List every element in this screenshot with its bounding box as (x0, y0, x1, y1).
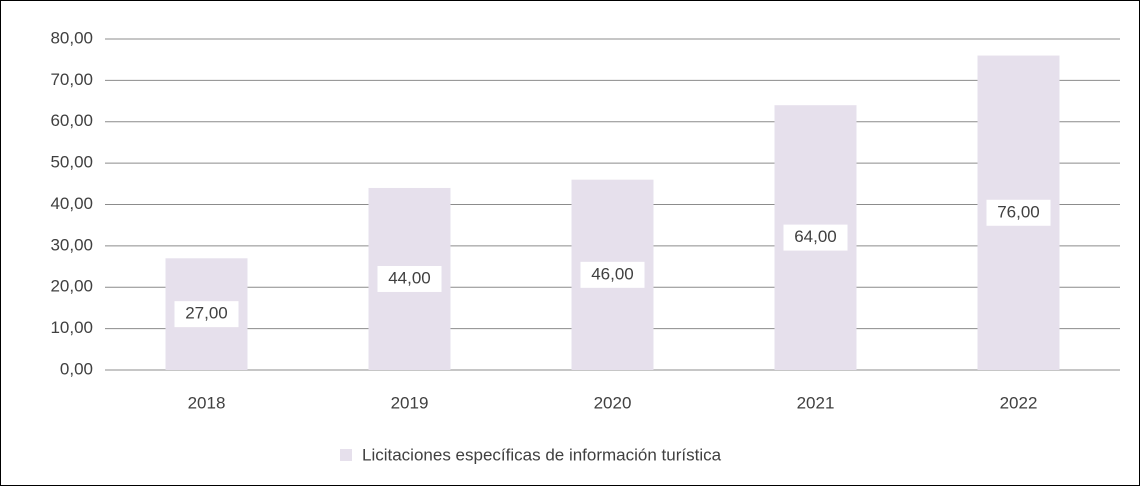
legend-swatch (340, 449, 352, 461)
data-label-bg (580, 261, 645, 288)
data-label-bg (783, 224, 848, 251)
data-label: 44,00 (388, 268, 431, 287)
data-label: 46,00 (591, 264, 634, 283)
data-label-bg (174, 301, 239, 328)
x-tick-label: 2020 (594, 393, 632, 412)
data-label-bg (986, 199, 1051, 226)
y-tick-label: 20,00 (50, 277, 93, 296)
data-label-bg (377, 265, 442, 292)
data-label: 76,00 (997, 202, 1040, 221)
y-tick-label: 80,00 (50, 28, 93, 47)
y-tick-label: 0,00 (60, 359, 93, 378)
x-tick-label: 2018 (188, 393, 226, 412)
x-tick-label: 2021 (797, 393, 835, 412)
y-tick-label: 10,00 (50, 318, 93, 337)
y-tick-label: 30,00 (50, 235, 93, 254)
legend-label: Licitaciones específicas de información … (362, 445, 722, 464)
data-label: 27,00 (185, 304, 228, 323)
data-label: 64,00 (794, 227, 837, 246)
x-tick-label: 2019 (391, 393, 429, 412)
y-tick-label: 50,00 (50, 153, 93, 172)
y-tick-label: 70,00 (50, 70, 93, 89)
x-tick-label: 2022 (1000, 393, 1038, 412)
y-tick-label: 60,00 (50, 111, 93, 130)
y-tick-label: 40,00 (50, 194, 93, 213)
